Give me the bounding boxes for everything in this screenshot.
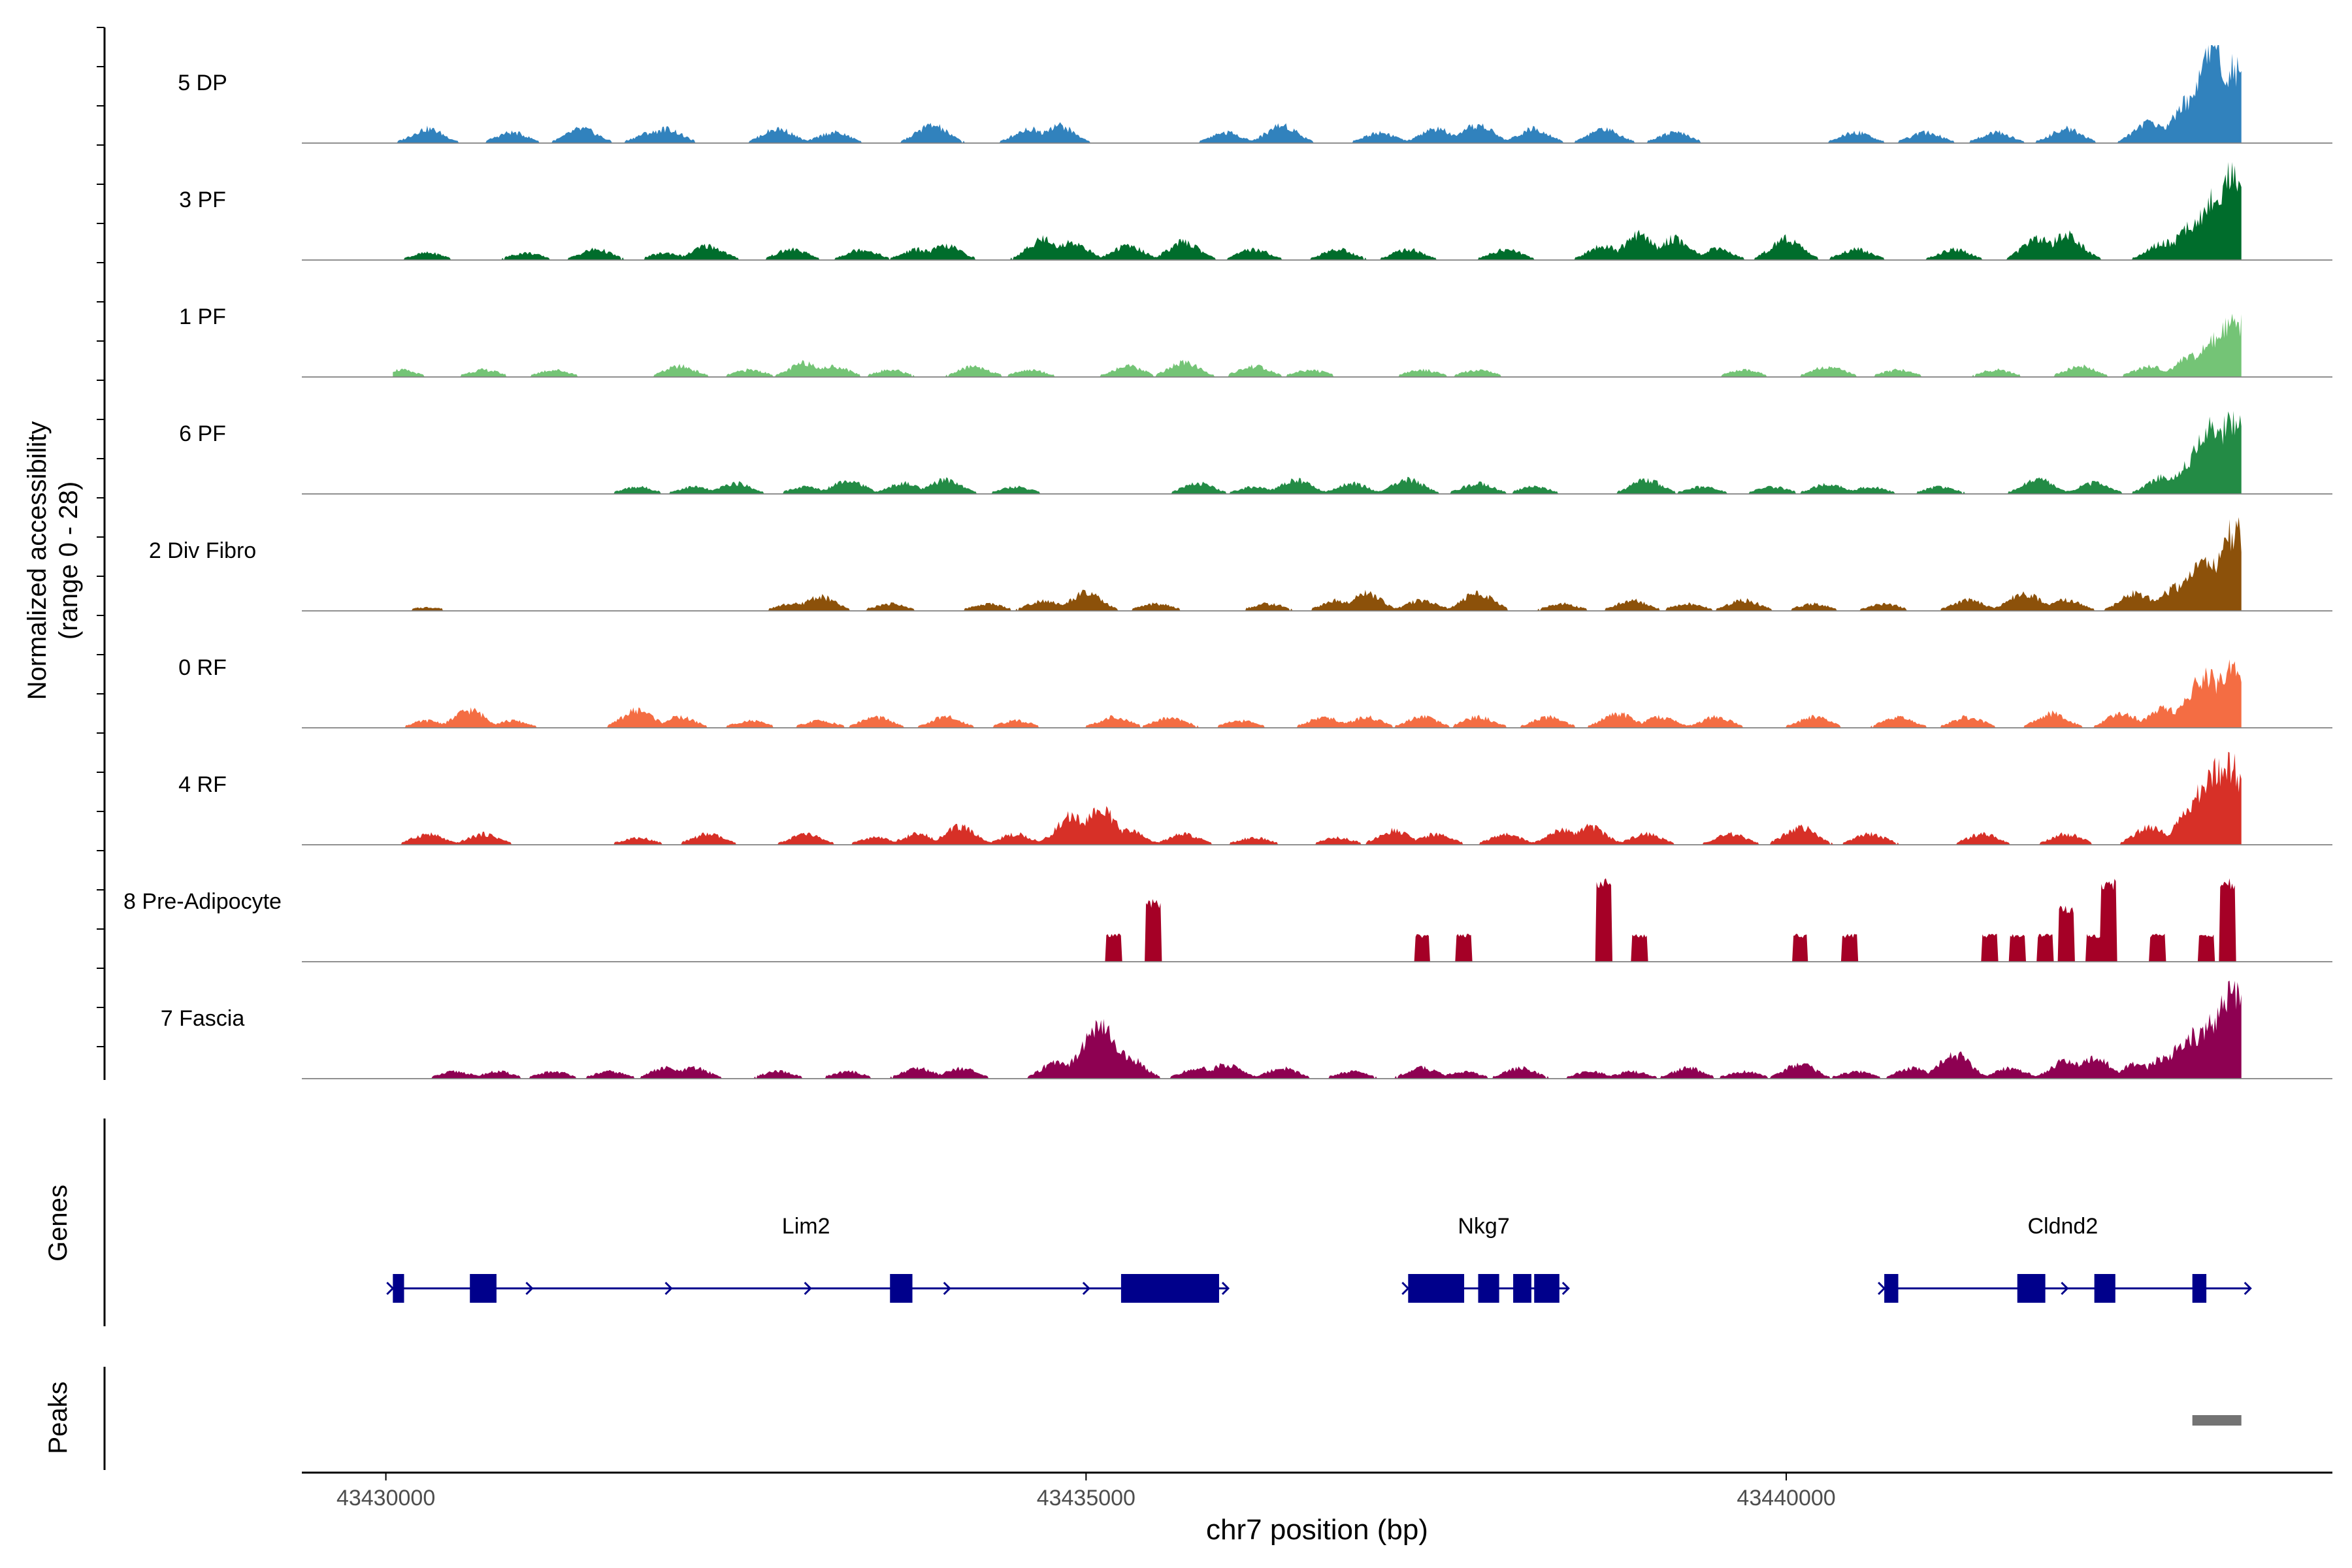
x-axis-title: chr7 position (bp): [1206, 1514, 1428, 1546]
gene-exon: [2017, 1274, 2046, 1303]
strand-arrow: [2061, 1281, 2069, 1296]
strand-arrow: [1401, 1281, 1410, 1296]
genes-track-label: Genes: [44, 1184, 73, 1262]
track-label: 4 RF: [178, 772, 227, 797]
gene-exon: [1884, 1274, 1899, 1303]
gene-exon: [1534, 1274, 1560, 1303]
gene-exon: [1513, 1274, 1531, 1303]
coverage-area: [393, 751, 2242, 845]
gene-exon: [470, 1274, 497, 1303]
gene-exon: [2192, 1274, 2207, 1303]
gene-exon: [890, 1274, 913, 1303]
strand-arrow: [1561, 1281, 1570, 1296]
peak-regions: [2192, 1415, 2242, 1426]
track-8-pre-adipocyte: 8 Pre-Adipocyte: [123, 878, 2332, 962]
track-0-rf: 0 RF: [178, 655, 2332, 728]
track-label: 0 RF: [178, 655, 227, 680]
track-7-fascia: 7 Fascia: [161, 981, 2332, 1079]
track-2-div-fibro: 2 Div Fibro: [149, 517, 2332, 612]
strand-arrow: [664, 1281, 673, 1296]
peak-region-bar: [2192, 1415, 2242, 1426]
x-axis-ticks: 43430000 43435000 43440000: [336, 1473, 1836, 1511]
track-1-pf: 1 PF: [179, 304, 2332, 378]
strand-arrow: [525, 1281, 534, 1296]
gene-name-label: Cldnd2: [2028, 1214, 2099, 1239]
gene-lim2: Lim2: [386, 1214, 1230, 1303]
strand-arrow: [804, 1281, 812, 1296]
track-6-pf: 6 PF: [179, 411, 2332, 495]
gene-exon: [2094, 1274, 2115, 1303]
gene-exon: [393, 1274, 404, 1303]
x-tick-label: 43440000: [1737, 1486, 1835, 1511]
coverage-tracks: 5 DP 3 PF 1 PF 6 PF 2 Div Fibro 0 RF 4 RF 8 Pre…: [123, 45, 2332, 1079]
gene-exon: [1408, 1274, 1465, 1303]
strand-arrow: [2244, 1281, 2252, 1296]
coverage-area: [393, 517, 2242, 611]
gene-name-label: Lim2: [782, 1214, 830, 1239]
coverage-area: [393, 162, 2242, 260]
gene-annotations: Lim2 Nkg7 Cldnd2: [386, 1214, 2252, 1303]
track-label: 5 DP: [178, 71, 227, 95]
track-label: 2 Div Fibro: [149, 538, 256, 563]
y-axis-title-line1: Normalized accessibility: [23, 421, 52, 700]
strand-arrow: [1082, 1281, 1090, 1296]
peaks-track-label: Peaks: [44, 1381, 73, 1454]
coverage-area: [393, 45, 2242, 143]
track-label: 1 PF: [179, 304, 226, 329]
gene-exon: [1478, 1274, 1499, 1303]
coverage-area: [393, 659, 2242, 728]
coverage-y-axis-ticks: [97, 27, 105, 1047]
x-tick-label: 43430000: [336, 1486, 435, 1511]
gene-nkg7: Nkg7: [1401, 1214, 1570, 1303]
track-label: 8 Pre-Adipocyte: [123, 889, 282, 914]
y-axis-title: Normalized accessibility (range 0 - 28): [23, 421, 83, 700]
gene-cldnd2: Cldnd2: [1878, 1214, 2252, 1303]
track-label: 7 Fascia: [161, 1006, 245, 1031]
strand-arrow: [386, 1281, 395, 1296]
gene-name-label: Nkg7: [1458, 1214, 1509, 1239]
gene-exon: [1120, 1274, 1219, 1303]
track-3-pf: 3 PF: [179, 162, 2332, 261]
track-4-rf: 4 RF: [178, 751, 2332, 845]
y-axis-title-line2: (range 0 - 28): [54, 482, 83, 640]
x-tick-label: 43435000: [1037, 1486, 1135, 1511]
strand-arrow: [1221, 1281, 1230, 1296]
coverage-area: [393, 981, 2242, 1079]
strand-arrow: [943, 1281, 951, 1296]
track-label: 3 PF: [179, 188, 226, 212]
track-label: 6 PF: [179, 421, 226, 446]
track-5-dp: 5 DP: [178, 45, 2332, 144]
